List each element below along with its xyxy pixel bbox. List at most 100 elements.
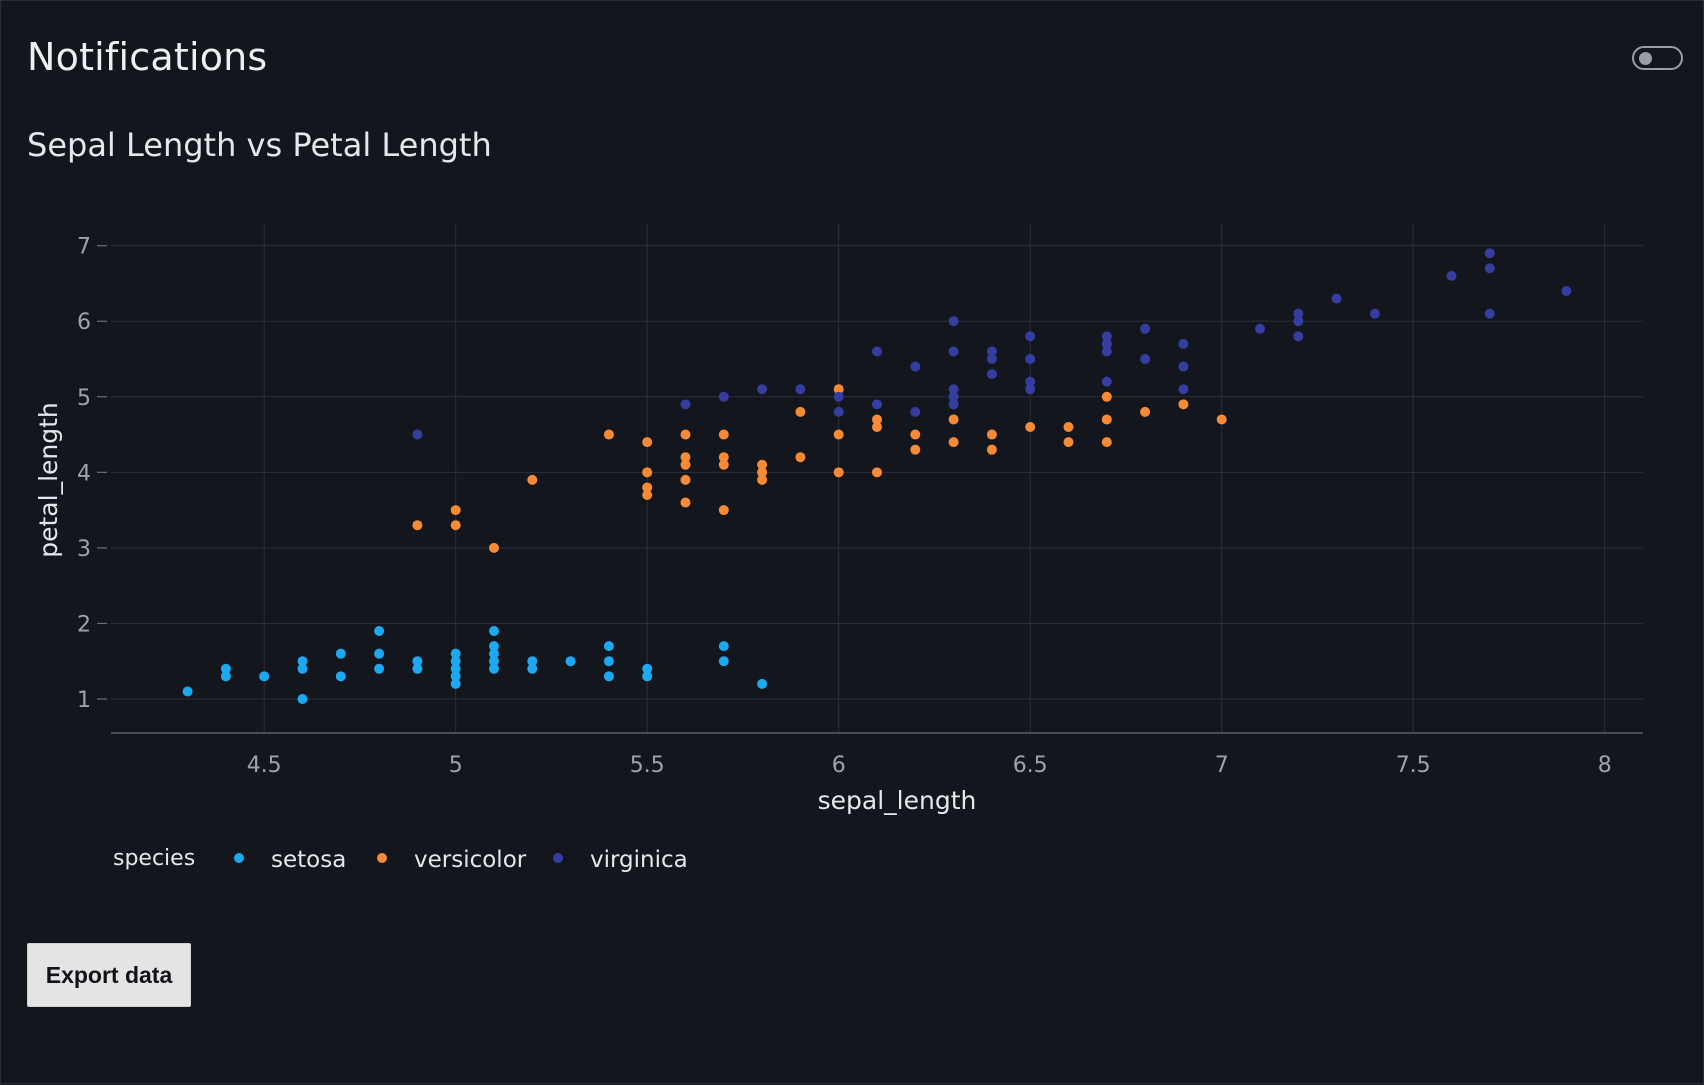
scatter-point-versicolor: [1063, 437, 1074, 448]
scatter-point-setosa: [718, 641, 729, 652]
scatter-point-setosa: [757, 678, 768, 689]
scatter-point-virginica: [948, 346, 959, 357]
scatter-point-virginica: [718, 391, 729, 402]
scatter-point-virginica: [833, 391, 844, 402]
scatter-point-setosa: [412, 656, 423, 667]
scatter-point-virginica: [1446, 270, 1457, 281]
scatter-point-versicolor: [757, 474, 768, 485]
scatter-point-virginica: [1484, 308, 1495, 319]
scatter-point-virginica: [795, 384, 806, 395]
scatter-point-setosa: [182, 686, 193, 697]
legend-marker-virginica: [553, 853, 563, 863]
scatter-point-setosa: [450, 648, 461, 659]
scatter-point-versicolor: [680, 474, 691, 485]
scatter-point-versicolor: [1140, 406, 1151, 417]
scatter-point-versicolor: [986, 444, 997, 455]
scatter-point-versicolor: [872, 422, 882, 432]
x-tick-label: 7.5: [1396, 753, 1431, 778]
scatter-point-setosa: [489, 648, 499, 659]
scatter-point-virginica: [910, 361, 921, 372]
scatter-point-virginica: [986, 354, 997, 364]
legend-marker-setosa: [234, 853, 244, 863]
scatter-point-virginica: [1101, 331, 1112, 342]
x-tick-label: 5.5: [630, 753, 665, 778]
scatter-point-virginica: [1369, 308, 1380, 319]
scatter-point-virginica: [1140, 323, 1151, 334]
scatter-point-setosa: [527, 656, 538, 667]
y-tick-label: 3: [77, 537, 91, 562]
scatter-point-virginica: [757, 384, 768, 395]
x-axis-title: sepal_length: [818, 786, 977, 815]
scatter-point-versicolor: [718, 452, 729, 463]
y-tick-label: 5: [77, 386, 91, 411]
scatter-point-setosa: [335, 671, 346, 682]
scatter-point-versicolor: [1101, 437, 1112, 448]
scatter-point-virginica: [1484, 248, 1495, 259]
scatter-point-versicolor: [795, 406, 806, 417]
toggle-knob: [1639, 52, 1652, 65]
x-tick-label: 6.5: [1013, 753, 1048, 778]
scatter-point-versicolor: [603, 429, 614, 440]
scatter-point-virginica: [680, 399, 691, 410]
scatter-point-virginica: [948, 399, 959, 410]
scatter-point-setosa: [565, 656, 576, 667]
scatter-point-virginica: [1293, 316, 1304, 327]
scatter-point-virginica: [412, 429, 423, 440]
legend-label-versicolor: versicolor: [414, 847, 527, 873]
scatter-point-versicolor: [642, 467, 653, 478]
scatter-point-versicolor: [718, 459, 729, 470]
scatter-point-versicolor: [1025, 422, 1036, 432]
scatter-point-setosa: [412, 663, 423, 674]
y-tick-label: 1: [77, 688, 91, 713]
x-tick-label: 7: [1215, 753, 1229, 778]
x-tick-label: 6: [832, 753, 846, 778]
scatter-point-versicolor: [680, 452, 691, 463]
scatter-point-versicolor: [986, 429, 997, 440]
scatter-point-virginica: [948, 316, 959, 327]
scatter-point-versicolor: [1216, 414, 1227, 425]
scatter-point-versicolor: [1063, 422, 1074, 432]
export-data-button[interactable]: Export data: [27, 943, 191, 1007]
y-tick-label: 6: [77, 310, 91, 335]
scatter-point-setosa: [642, 671, 653, 682]
page-title: Notifications: [27, 35, 268, 79]
scatter-point-setosa: [603, 656, 614, 667]
scatter-point-setosa: [603, 671, 614, 682]
scatter-point-virginica: [1561, 286, 1572, 296]
scatter-point-versicolor: [642, 490, 653, 500]
scatter-point-setosa: [450, 656, 461, 667]
scatter-point-versicolor: [642, 437, 653, 448]
scatter-point-versicolor: [757, 459, 768, 470]
scatter-point-virginica: [948, 391, 959, 402]
scatter-point-setosa: [259, 671, 270, 682]
legend-title: species: [113, 846, 195, 871]
scatter-point-setosa: [718, 656, 729, 667]
scatter-point-versicolor: [718, 505, 729, 516]
scatter-point-setosa: [489, 663, 499, 674]
scatter-point-versicolor: [489, 542, 499, 553]
scatter-point-setosa: [603, 641, 614, 652]
notifications-toggle[interactable]: [1632, 46, 1683, 70]
legend-marker-versicolor: [377, 853, 387, 863]
scatter-point-setosa: [450, 671, 461, 682]
scatter-point-virginica: [1025, 376, 1036, 387]
scatter-point-versicolor: [910, 444, 921, 455]
scatter-point-versicolor: [872, 467, 882, 478]
scatter-point-setosa: [335, 648, 346, 659]
scatter-point-setosa: [374, 626, 385, 636]
scatter-point-versicolor: [412, 520, 423, 531]
scatter-point-versicolor: [527, 474, 538, 485]
scatter-point-setosa: [489, 656, 499, 667]
y-tick-label: 7: [77, 235, 91, 260]
scatter-point-versicolor: [872, 414, 882, 425]
x-tick-label: 5: [449, 753, 463, 778]
scatter-point-setosa: [220, 671, 231, 682]
scatter-point-virginica: [1140, 354, 1151, 364]
scatter-point-setosa: [297, 656, 308, 667]
chart-section-title: Sepal Length vs Petal Length: [27, 126, 492, 164]
legend-label-virginica: virginica: [590, 847, 688, 873]
scatter-point-virginica: [986, 346, 997, 357]
scatter-point-virginica: [872, 399, 882, 410]
scatter-point-versicolor: [680, 429, 691, 440]
